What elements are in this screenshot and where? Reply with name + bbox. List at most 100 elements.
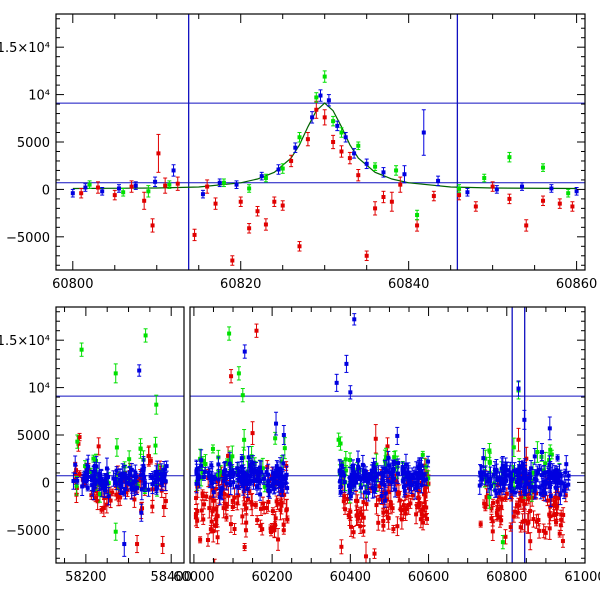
bottom-point-red-marker: [348, 509, 353, 514]
bottom-point-red-marker: [423, 494, 428, 499]
bottom-point-blue: [119, 477, 124, 496]
bottom-point-blue-marker: [359, 476, 364, 481]
top-point-red-marker: [347, 156, 352, 161]
bottom-point-blue-marker: [346, 483, 351, 488]
top-point-green: [297, 132, 302, 143]
bottom-point-red-marker: [211, 529, 216, 534]
bottom-point-blue-marker: [280, 475, 285, 480]
bottom-point-red-marker: [541, 493, 546, 498]
bottom-point-red: [534, 514, 539, 529]
bottom-point-red-marker: [342, 494, 347, 499]
bottom-point-blue-marker: [133, 470, 138, 475]
bottom-point-red: [229, 369, 234, 384]
bottom-point-blue-marker: [199, 458, 204, 463]
bottom-point-blue: [161, 468, 166, 488]
top-point-blue-marker: [520, 184, 525, 189]
bottom-point-red-marker: [377, 484, 382, 489]
bottom-point-blue-marker: [100, 481, 105, 486]
bottom-point-red-marker: [528, 508, 533, 513]
top-point-red-marker: [415, 223, 420, 228]
bottom-point-blue-marker: [99, 478, 104, 483]
bottom-point-green-marker: [91, 456, 96, 461]
bottom-point-green-marker: [511, 445, 516, 450]
bottom-point-red-marker: [202, 502, 207, 507]
bottom-point-red-marker: [497, 495, 502, 500]
bottom-point-blue: [265, 481, 270, 491]
top-point-red: [557, 198, 562, 209]
top-point-red: [142, 191, 147, 210]
bottom-point-blue: [359, 475, 364, 483]
bottom-point-blue-marker: [133, 486, 138, 491]
bottom-point-red-marker: [229, 374, 234, 379]
bottom-point-green-marker: [154, 402, 159, 407]
bottom-point-red-marker: [489, 516, 494, 521]
top-point-blue-marker: [116, 186, 121, 191]
bottom-point-red-marker: [361, 529, 366, 534]
top-point-green: [167, 180, 172, 189]
bottom-point-blue: [85, 484, 90, 492]
bottom-point-red-marker: [214, 507, 219, 512]
bottom-point-blue-marker: [245, 473, 250, 478]
bottom-point-blue-marker: [266, 478, 271, 483]
bottom-point-red-marker: [273, 516, 278, 521]
top-point-blue-marker: [100, 189, 105, 194]
bottom-point-red-marker: [279, 492, 284, 497]
top-point-red-marker: [238, 199, 243, 204]
bottom-point-red-marker: [226, 453, 231, 458]
bottom-point-blue-marker: [126, 476, 131, 481]
bottom-point-blue: [130, 476, 135, 491]
top-point-red-marker: [389, 199, 394, 204]
bottom-point-green-marker: [383, 461, 388, 466]
bottom-point-blue-marker: [162, 472, 167, 477]
bottom-point-green: [240, 388, 245, 403]
top-point-red-marker: [322, 115, 327, 120]
bottom-point-blue-marker: [285, 486, 290, 491]
top-point-red-marker: [356, 173, 361, 178]
bottom-point-blue-marker: [244, 476, 249, 481]
bottom-point-red-marker: [244, 520, 249, 525]
bottom-point-red-marker: [110, 490, 115, 495]
bottom-point-red: [499, 496, 504, 517]
bottom-point-blue-marker: [264, 470, 269, 475]
top-xtick-label: 60820: [220, 277, 261, 292]
bottom-point-red-marker: [543, 530, 548, 535]
bottom-point-blue-marker: [270, 483, 275, 488]
top-point-red: [255, 205, 260, 217]
top-point-red: [95, 181, 100, 194]
bottom-point-blue: [390, 472, 395, 482]
bottom-point-blue: [247, 457, 252, 473]
bottom-point-red: [420, 501, 425, 518]
bottom-point-red-marker: [509, 495, 514, 500]
bottom-point-red-marker: [514, 502, 519, 507]
bottom-point-blue-marker: [134, 474, 139, 479]
bottom-point-blue-marker: [391, 467, 396, 472]
bottom-point-blue: [134, 472, 139, 481]
bottom-point-green: [535, 441, 540, 463]
bottom-point-blue-marker: [152, 480, 157, 485]
bottom-point-blue-marker: [106, 494, 111, 499]
top-point-green-marker: [356, 143, 361, 148]
bottom-point-green-marker: [273, 436, 278, 441]
bottom-point-red: [201, 513, 206, 525]
bottom-point-red-marker: [209, 519, 214, 524]
bottom-point-blue-marker: [369, 476, 374, 481]
bottom-point-green: [113, 363, 118, 384]
bottom-point-red: [522, 499, 527, 509]
bottom-point-blue: [261, 474, 266, 484]
bottom-point-red: [491, 498, 496, 508]
top-point-red-marker: [79, 191, 84, 196]
bottom-point-red-marker: [363, 554, 368, 559]
bottom-point-blue-marker: [338, 484, 343, 489]
bottom-point-red-marker: [255, 518, 260, 523]
top-point-blue: [549, 184, 554, 193]
bottom-point-blue: [209, 479, 214, 487]
top-point-red: [490, 181, 495, 192]
top-point-red: [339, 145, 344, 158]
bottom-point-blue-marker: [230, 469, 235, 474]
top-xtick-label: 60840: [388, 277, 429, 292]
bottom-point-blue-marker: [217, 495, 222, 500]
bottom-point-blue-marker: [224, 481, 229, 486]
bottom-point-red-marker: [242, 545, 247, 550]
bottom-point-blue-marker: [250, 478, 255, 483]
bottom-point-blue-marker: [267, 488, 272, 493]
